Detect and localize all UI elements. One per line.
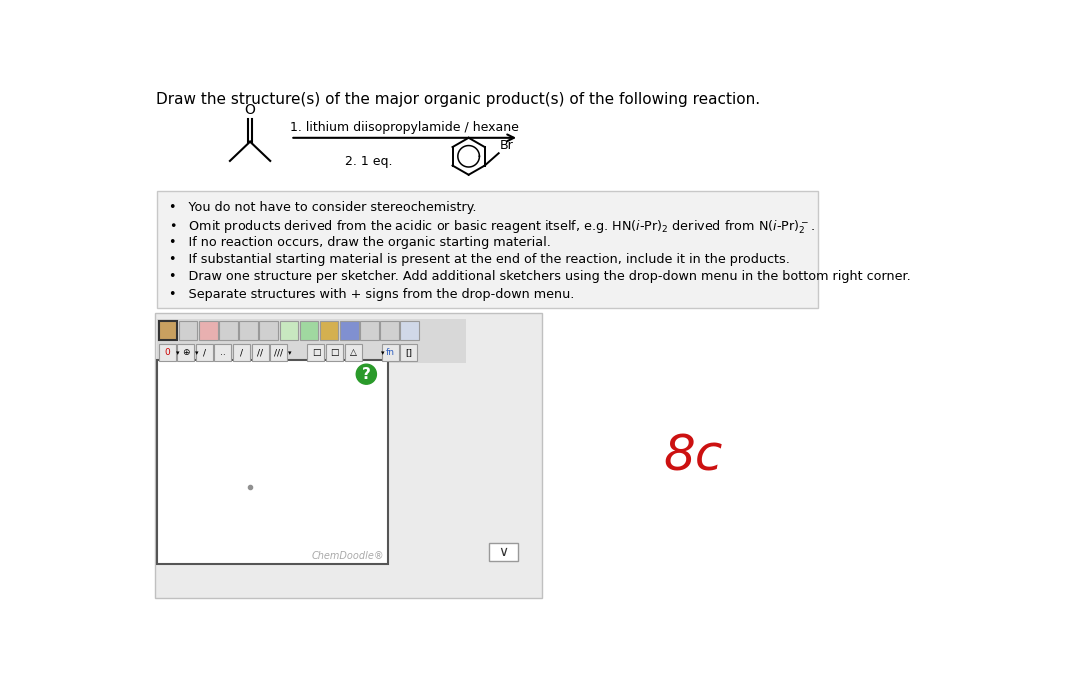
Text: ▾: ▾ bbox=[177, 350, 180, 356]
Text: •   Separate structures with + signs from the drop-down menu.: • Separate structures with + signs from … bbox=[169, 288, 574, 301]
Bar bbox=[326, 344, 343, 361]
Text: ..: .. bbox=[220, 348, 226, 357]
Text: •   Omit products derived from the acidic or basic reagent itself, e.g. HN($i$-P: • Omit products derived from the acidic … bbox=[169, 218, 814, 236]
Bar bbox=[157, 319, 466, 342]
Text: ⊕: ⊕ bbox=[182, 348, 190, 357]
Text: /: / bbox=[240, 348, 243, 357]
Bar bbox=[279, 321, 298, 339]
Text: ∨: ∨ bbox=[498, 545, 509, 559]
Text: /: / bbox=[203, 348, 206, 357]
Text: •   If substantial starting material is present at the end of the reaction, incl: • If substantial starting material is pr… bbox=[169, 253, 790, 266]
Bar bbox=[271, 344, 287, 361]
Text: fn: fn bbox=[386, 348, 395, 357]
Bar bbox=[196, 344, 213, 361]
Bar bbox=[239, 321, 258, 339]
Text: 1. lithium diisopropylamide / hexane: 1. lithium diisopropylamide / hexane bbox=[290, 121, 519, 134]
Bar bbox=[158, 344, 175, 361]
Text: 8c: 8c bbox=[664, 432, 723, 481]
Text: •   If no reaction occurs, draw the organic starting material.: • If no reaction occurs, draw the organi… bbox=[169, 235, 550, 249]
Text: ▾: ▾ bbox=[195, 350, 198, 356]
Text: △: △ bbox=[350, 348, 356, 357]
Bar bbox=[157, 191, 818, 308]
Bar bbox=[401, 344, 417, 361]
Bar bbox=[179, 321, 197, 339]
Text: 2. 1 eq.: 2. 1 eq. bbox=[344, 155, 392, 168]
Text: □: □ bbox=[312, 348, 321, 357]
Text: //: // bbox=[257, 348, 263, 357]
Bar bbox=[219, 321, 237, 339]
Text: ▾: ▾ bbox=[381, 350, 384, 356]
Bar bbox=[488, 543, 519, 561]
Bar bbox=[157, 360, 388, 564]
Text: •   You do not have to consider stereochemistry.: • You do not have to consider stereochem… bbox=[169, 201, 477, 214]
Bar bbox=[214, 344, 232, 361]
Bar bbox=[380, 321, 399, 339]
Bar bbox=[233, 344, 250, 361]
Bar bbox=[308, 344, 325, 361]
Text: Draw the structure(s) of the major organic product(s) of the following reaction.: Draw the structure(s) of the major organ… bbox=[156, 92, 760, 107]
Bar bbox=[361, 321, 379, 339]
Text: •   Draw one structure per sketcher. Add additional sketchers using the drop-dow: • Draw one structure per sketcher. Add a… bbox=[169, 270, 911, 284]
Bar bbox=[340, 321, 358, 339]
Bar bbox=[382, 344, 399, 361]
Bar bbox=[251, 344, 269, 361]
Text: ChemDoodle®: ChemDoodle® bbox=[312, 551, 384, 560]
Bar bbox=[155, 313, 543, 598]
Circle shape bbox=[356, 364, 377, 384]
Text: ///: /// bbox=[274, 348, 284, 357]
Bar bbox=[300, 321, 318, 339]
Text: 0: 0 bbox=[165, 348, 170, 357]
Text: Br: Br bbox=[499, 139, 513, 152]
Bar bbox=[158, 321, 178, 339]
Text: ?: ? bbox=[362, 367, 370, 381]
Text: O: O bbox=[245, 103, 256, 117]
Bar bbox=[157, 342, 466, 363]
Bar bbox=[178, 344, 194, 361]
Text: □: □ bbox=[330, 348, 339, 357]
Text: ▾: ▾ bbox=[288, 350, 291, 356]
Bar bbox=[259, 321, 278, 339]
Bar bbox=[344, 344, 362, 361]
Bar bbox=[319, 321, 338, 339]
Bar bbox=[199, 321, 218, 339]
Text: []: [] bbox=[405, 348, 413, 357]
Bar bbox=[401, 321, 419, 339]
